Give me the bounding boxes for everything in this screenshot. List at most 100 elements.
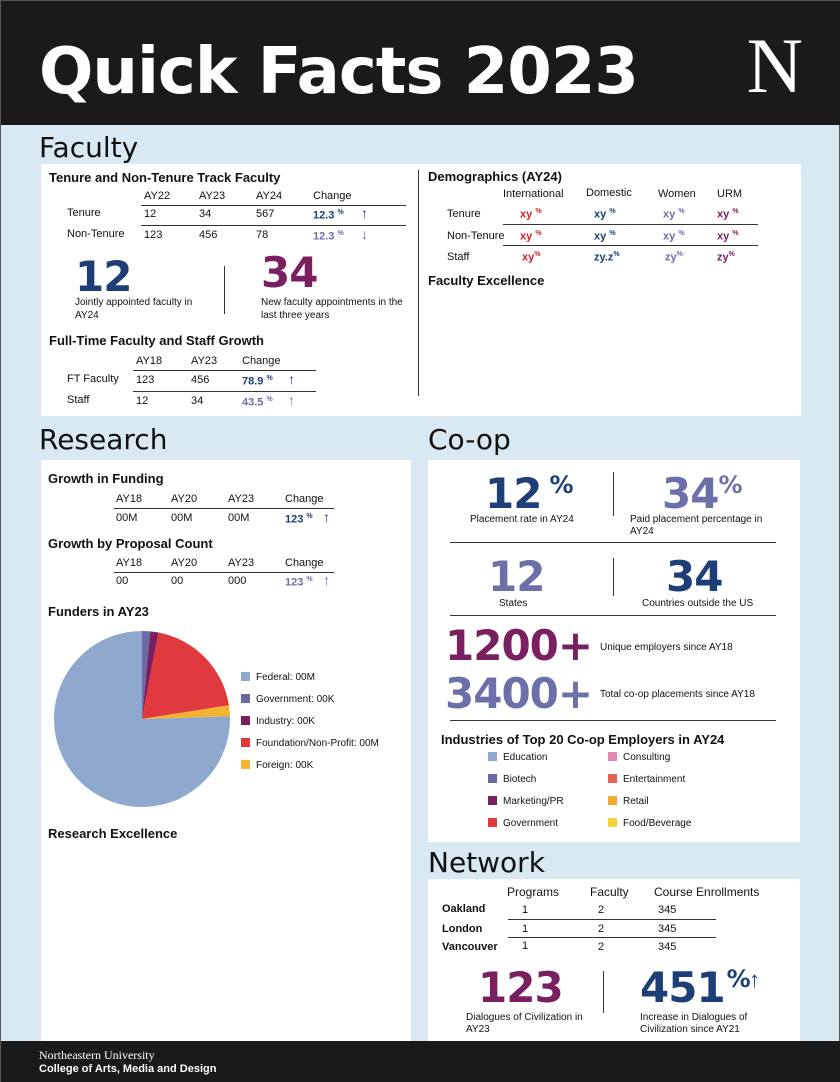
network-col-programs: Programs <box>507 885 560 899</box>
demo-col-international: International <box>503 188 564 200</box>
paid-placement-stat: 34% <box>662 469 743 518</box>
network-section-title: Network <box>428 846 545 879</box>
demographics-title: Demographics (AY24) <box>428 169 562 184</box>
demo-nontenure-urm: xy % <box>717 230 739 243</box>
dialogues-stat: 123 <box>478 963 564 1012</box>
up-arrow-icon: ↑ <box>749 967 760 992</box>
legend-swatch <box>608 796 617 805</box>
nontenure-ay23: 456 <box>199 229 218 241</box>
research-excellence-title: Research Excellence <box>48 826 178 841</box>
staff-change: 43.5 % <box>242 396 273 409</box>
legend-swatch <box>488 796 497 805</box>
legend-swatch <box>241 760 250 769</box>
funders-pie-chart <box>54 631 230 807</box>
demo-nontenure-label: Non-Tenure <box>447 230 505 242</box>
down-arrow-icon: ↓ <box>361 226 368 242</box>
oakland-programs: 1 <box>522 904 529 916</box>
funding-ay23: 00M <box>228 512 250 524</box>
up-arrow-icon: ↑ <box>288 371 295 387</box>
proposals-title: Growth by Proposal Count <box>48 536 213 551</box>
research-section-title: Research <box>39 423 168 456</box>
funding-title: Growth in Funding <box>48 471 164 486</box>
pie-legend-item: Industry: 00K <box>241 716 315 727</box>
legend-swatch <box>488 818 497 827</box>
london-faculty: 2 <box>598 923 605 935</box>
funding-col-change: Change <box>285 493 324 505</box>
placement-rate-label: Placement rate in AY24 <box>470 514 574 525</box>
dialogues-increase-label: Increase in Dialogues of Civilization si… <box>640 1012 748 1035</box>
funding-ay20: 00M <box>171 512 193 524</box>
tenure-col-change: Change <box>313 190 352 202</box>
proposals-ay18: 00 <box>116 575 129 587</box>
tenure-ay23: 34 <box>199 208 212 220</box>
growth-col-ay18: AY18 <box>136 355 163 367</box>
demo-tenure-label: Tenure <box>447 208 481 220</box>
university-logo: N <box>746 22 803 109</box>
industry-legend-item: Biotech <box>488 774 536 785</box>
nontenure-ay22: 123 <box>144 229 163 241</box>
legend-swatch <box>608 818 617 827</box>
growth-col-change: Change <box>242 355 281 367</box>
london-programs: 1 <box>522 923 529 935</box>
unique-employers-label: Unique employers since AY18 <box>600 642 733 653</box>
coop-section-title: Co-op <box>428 423 511 456</box>
page-title: Quick Facts 2023 <box>39 35 639 109</box>
nontenure-ay24: 78 <box>256 229 269 241</box>
demo-col-urm: URM <box>717 188 743 200</box>
demo-col-domestic: Domestic <box>586 187 632 199</box>
proposals-ay20: 00 <box>171 575 184 587</box>
legend-label: Marketing/PR <box>503 796 564 807</box>
demo-staff-dom: zy.z% <box>594 251 620 264</box>
london-enrollments: 345 <box>658 923 677 935</box>
footer: Northeastern University College of Arts,… <box>1 1041 840 1082</box>
funders-title: Funders in AY23 <box>48 604 149 619</box>
funding-col-ay20: AY20 <box>171 493 198 505</box>
legend-label: Government: 00K <box>256 694 335 705</box>
paid-placement-label: Paid placement percentage in AY24 <box>630 514 763 537</box>
new-faculty-label: New faculty appointments in the last thr… <box>261 297 403 321</box>
states-stat: 12 <box>488 552 545 601</box>
legend-label: Retail <box>623 796 649 807</box>
new-faculty-stat: 34 <box>261 248 318 297</box>
header-banner: Quick Facts 2023 N <box>1 1 840 125</box>
legend-label: Food/Beverage <box>623 818 692 829</box>
funding-change: 123 % <box>285 513 313 526</box>
oakland-faculty: 2 <box>598 904 605 916</box>
pie-legend-item: Federal: 00M <box>241 672 315 683</box>
pie-slice-1 <box>142 631 151 719</box>
pie-legend-item: Government: 00K <box>241 694 334 705</box>
nontenure-row-label: Non-Tenure <box>67 228 125 240</box>
proposals-col-change: Change <box>285 557 324 569</box>
ft-faculty-ay23: 456 <box>191 374 210 386</box>
up-arrow-icon: ↑ <box>323 509 330 525</box>
industries-legend: Education Consulting Biotech Entertainment M… <box>488 752 788 838</box>
industry-legend-item: Food/Beverage <box>608 818 691 829</box>
growth-col-ay23: AY23 <box>191 355 218 367</box>
faculty-section-title: Faculty <box>39 131 139 164</box>
legend-label: Industry: 00K <box>256 716 315 727</box>
funding-col-ay18: AY18 <box>116 493 143 505</box>
demo-nontenure-women: xy % <box>663 230 685 243</box>
joint-faculty-stat: 12 <box>75 252 132 301</box>
placement-rate-stat: 12% <box>485 469 574 518</box>
pie-slice-2 <box>142 631 159 719</box>
staff-label: Staff <box>67 394 90 406</box>
legend-label: Government <box>503 818 559 829</box>
pie-slice-3 <box>142 632 229 719</box>
staff-ay18: 12 <box>136 395 149 407</box>
dialogues-label: Dialogues of Civilization in AY23 <box>466 1012 583 1035</box>
legend-swatch <box>488 752 497 761</box>
legend-swatch <box>241 672 250 681</box>
demo-nontenure-dom: xy % <box>594 230 616 243</box>
faculty-panel: Tenure and Non-Tenure Track Faculty AY22… <box>41 164 801 416</box>
total-placements-label: Total co-op placements since AY18 <box>600 689 755 700</box>
industry-legend-item: Education <box>488 752 547 763</box>
oakland-enrollments: 345 <box>658 904 677 916</box>
tenure-col-ay24: AY24 <box>256 190 283 202</box>
joint-faculty-label: Jointly appointed faculty in AY24 <box>75 297 193 321</box>
coop-panel: 12% Placement rate in AY24 34% Paid plac… <box>428 460 800 842</box>
demo-staff-label: Staff <box>447 251 470 263</box>
up-arrow-icon: ↑ <box>288 392 295 408</box>
funding-col-ay23: AY23 <box>228 493 255 505</box>
legend-label: Entertainment <box>623 774 686 785</box>
